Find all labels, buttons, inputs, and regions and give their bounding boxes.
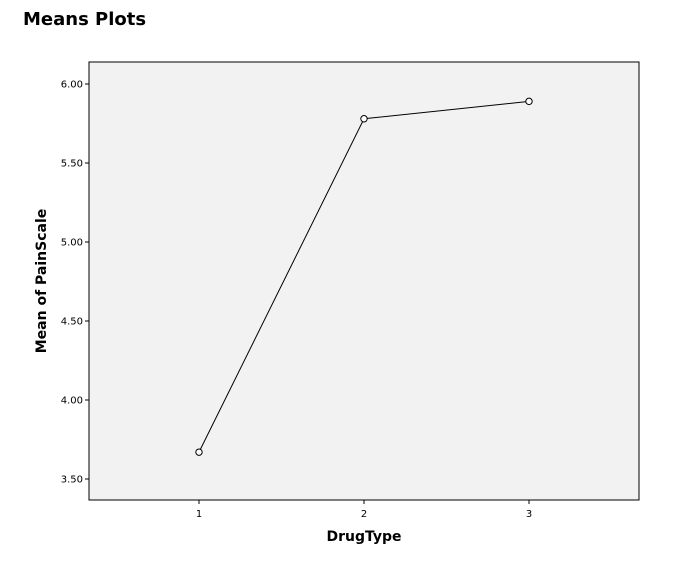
x-tick-label: 1	[196, 509, 202, 520]
x-axis-title: DrugType	[326, 529, 401, 545]
plot-area	[88, 61, 640, 501]
y-tick-label: 3.50	[61, 475, 83, 486]
data-point-marker	[195, 448, 203, 456]
y-axis-title: Mean of PainScale	[34, 209, 50, 354]
y-tick-label: 4.00	[61, 396, 83, 407]
y-tick-label: 4.50	[61, 317, 83, 328]
data-point-marker	[360, 115, 368, 123]
y-tick-label: 6.00	[61, 80, 83, 91]
x-tick-label: 2	[361, 509, 367, 520]
y-axis: 3.50 4.00 4.50 5.00 5.50 6.00	[61, 80, 89, 486]
data-point-marker	[525, 97, 533, 106]
page-title: Means Plots	[23, 9, 147, 30]
y-tick-label: 5.00	[61, 238, 83, 249]
data-markers	[195, 97, 533, 456]
y-tick-label: 5.50	[61, 159, 83, 170]
x-axis: 1 2 3	[196, 500, 532, 520]
x-tick-label: 3	[526, 509, 532, 520]
